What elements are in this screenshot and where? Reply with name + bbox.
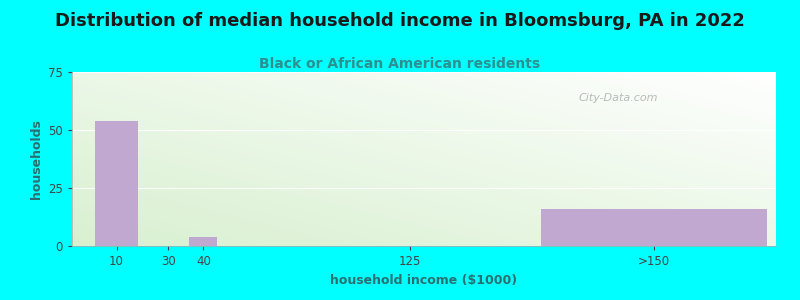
Text: Distribution of median household income in Bloomsburg, PA in 2022: Distribution of median household income … [55,12,745,30]
X-axis label: household income ($1000): household income ($1000) [330,274,518,286]
Bar [542,209,766,246]
Y-axis label: households: households [30,119,42,199]
Text: City-Data.com: City-Data.com [579,93,658,103]
Bar [95,121,138,246]
Text: Black or African American residents: Black or African American residents [259,57,541,71]
Bar [190,237,218,246]
